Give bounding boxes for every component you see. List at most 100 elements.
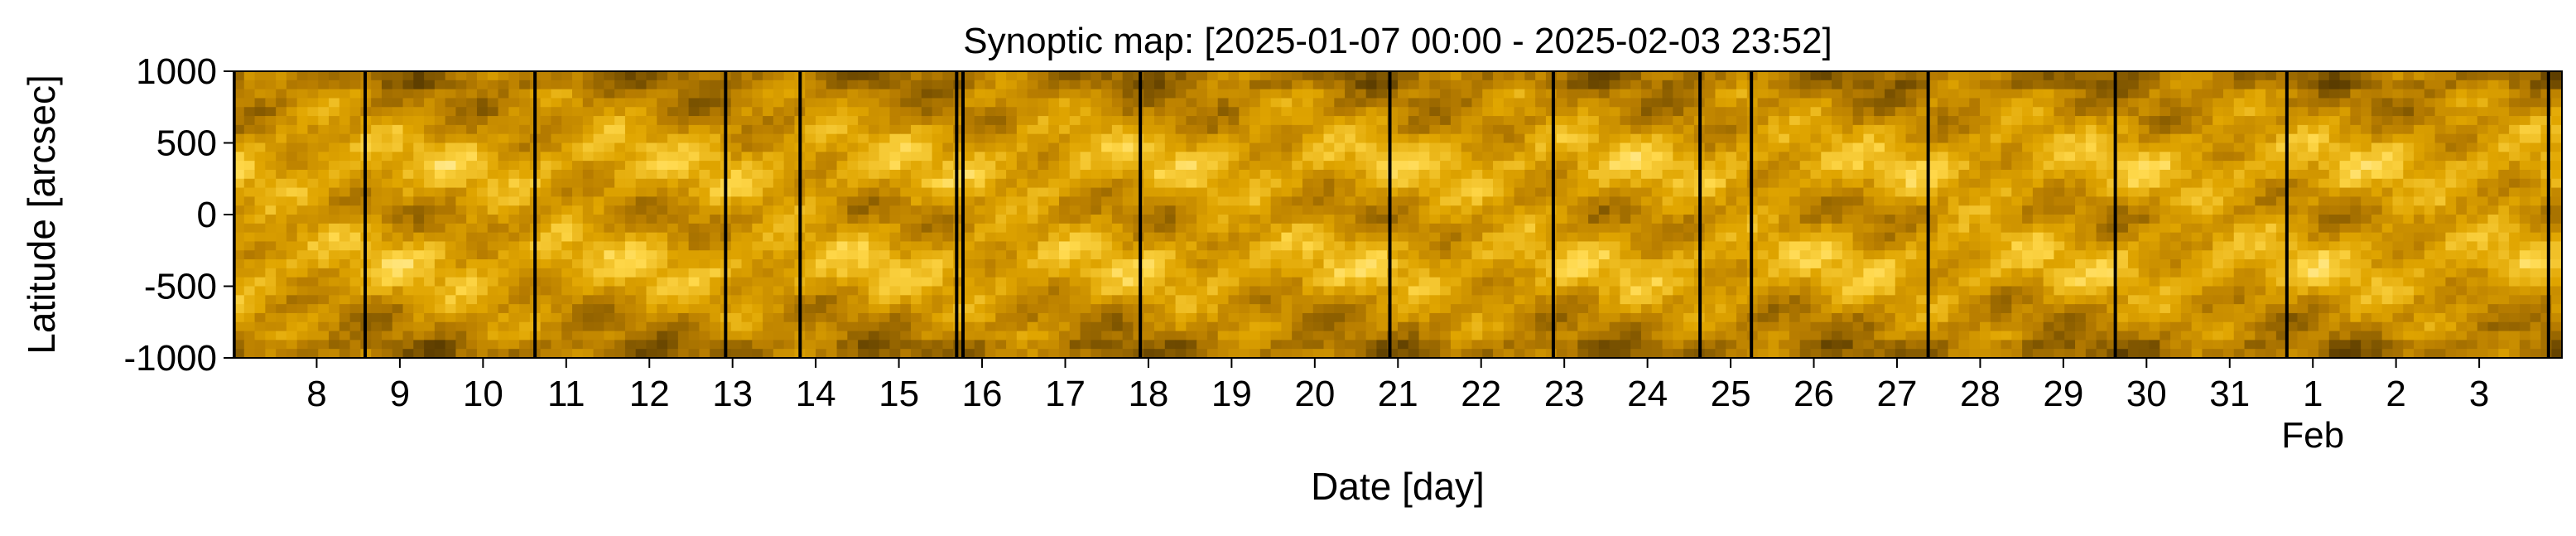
- heatmap-cell: [1440, 223, 1452, 234]
- heatmap-cell: [646, 205, 657, 215]
- heatmap-cell: [1016, 71, 1028, 81]
- heatmap-cell: [561, 133, 573, 144]
- heatmap-cell: [1376, 124, 1388, 135]
- heatmap-cell: [371, 133, 383, 144]
- heatmap-cell: [1493, 142, 1505, 152]
- heatmap-cell: [783, 232, 796, 243]
- heatmap-cell: [349, 133, 361, 144]
- heatmap-cell: [1398, 268, 1409, 278]
- heatmap-cell: [1704, 161, 1717, 171]
- heatmap-cell: [836, 89, 848, 99]
- heatmap-cell: [963, 259, 975, 269]
- heatmap-cell: [2530, 142, 2542, 152]
- heatmap-cell: [1101, 215, 1113, 225]
- heatmap-cell: [2519, 116, 2531, 126]
- heatmap-cell: [2339, 124, 2351, 135]
- heatmap-cell: [307, 268, 319, 278]
- heatmap-cell: [2043, 259, 2055, 269]
- heatmap-cell: [604, 161, 615, 171]
- heatmap-cell: [307, 232, 319, 243]
- heatmap-cell: [1249, 178, 1261, 189]
- heatmap-cell: [1312, 250, 1325, 260]
- heatmap-cell: [2180, 232, 2193, 243]
- heatmap-cell: [1387, 116, 1399, 126]
- heatmap-cell: [1355, 196, 1367, 206]
- heatmap-cell: [942, 241, 954, 251]
- heatmap-cell: [2149, 89, 2160, 99]
- heatmap-cell: [2328, 133, 2341, 144]
- heatmap-cell: [741, 178, 753, 189]
- heatmap-cell: [2022, 196, 2034, 206]
- heatmap-cell: [1206, 205, 1219, 215]
- heatmap-cell: [995, 107, 1007, 117]
- heatmap-cell: [1133, 124, 1144, 135]
- heatmap-cell: [2244, 152, 2256, 162]
- heatmap-cell: [2350, 107, 2362, 117]
- heatmap-cell: [911, 241, 922, 251]
- heatmap-cell: [276, 223, 287, 234]
- heatmap-cell: [2275, 215, 2288, 225]
- heatmap-cell: [2361, 161, 2372, 171]
- heatmap-cell: [1990, 169, 2002, 180]
- heatmap-cell: [1821, 71, 1832, 81]
- heatmap-cell: [487, 259, 499, 269]
- heatmap-cell: [1577, 152, 1589, 162]
- heatmap-cell: [1916, 259, 1928, 269]
- heatmap-cell: [858, 250, 869, 260]
- heatmap-cell: [476, 89, 489, 99]
- heatmap-cell: [1091, 107, 1102, 117]
- heatmap-cell: [1630, 232, 1642, 243]
- heatmap-cell: [1821, 89, 1832, 99]
- heatmap-cell: [2117, 223, 2129, 234]
- heatmap-cell: [1217, 116, 1230, 126]
- heatmap-cell: [2487, 98, 2499, 108]
- heatmap-cell: [1122, 178, 1134, 189]
- heatmap-cell: [1027, 223, 1039, 234]
- heatmap-cell: [2160, 215, 2171, 225]
- heatmap-cell: [2117, 133, 2129, 144]
- heatmap-cell: [2244, 259, 2256, 269]
- heatmap-cell: [995, 124, 1007, 135]
- heatmap-cell: [921, 71, 933, 81]
- heatmap-cell: [688, 124, 700, 135]
- heatmap-cell: [561, 259, 573, 269]
- heatmap-cell: [2212, 259, 2224, 269]
- heatmap-cell: [1927, 80, 1938, 90]
- heatmap-cell: [1080, 80, 1091, 90]
- heatmap-cell: [657, 241, 668, 251]
- heatmap-cell: [1799, 133, 1812, 144]
- heatmap-cell: [1567, 98, 1578, 108]
- heatmap-cell: [1895, 80, 1907, 90]
- heatmap-cell: [826, 89, 838, 99]
- heatmap-cell: [1514, 98, 1525, 108]
- heatmap-cell: [826, 232, 838, 243]
- heatmap-cell: [1810, 250, 1822, 260]
- heatmap-cell: [1810, 223, 1822, 234]
- heatmap-cell: [307, 187, 319, 197]
- heatmap-cell: [1027, 250, 1039, 260]
- heatmap-cell: [2212, 80, 2224, 90]
- heatmap-cell: [1768, 268, 1779, 278]
- heatmap-cell: [783, 124, 796, 135]
- heatmap-cell: [2032, 98, 2044, 108]
- heatmap-cell: [519, 215, 531, 225]
- heatmap-cell: [1133, 107, 1144, 117]
- heatmap-cell: [624, 268, 637, 278]
- heatmap-cell: [1186, 169, 1197, 180]
- heatmap-cell: [1493, 152, 1505, 162]
- heatmap-cell: [1779, 107, 1790, 117]
- heatmap-cell: [1206, 178, 1219, 189]
- heatmap-cell: [2107, 259, 2118, 269]
- heatmap-cell: [2350, 232, 2362, 243]
- heatmap-cell: [2456, 161, 2468, 171]
- heatmap-cell: [847, 241, 859, 251]
- heatmap-cell: [434, 223, 446, 234]
- heatmap-cell: [889, 133, 901, 144]
- heatmap-cell: [1715, 116, 1726, 126]
- heatmap-cell: [476, 71, 489, 81]
- heatmap-cell: [1779, 241, 1790, 251]
- heatmap-cell: [2392, 133, 2404, 144]
- heatmap-cell: [1990, 232, 2002, 243]
- heatmap-cell: [1418, 161, 1430, 171]
- heatmap-cell: [2117, 124, 2129, 135]
